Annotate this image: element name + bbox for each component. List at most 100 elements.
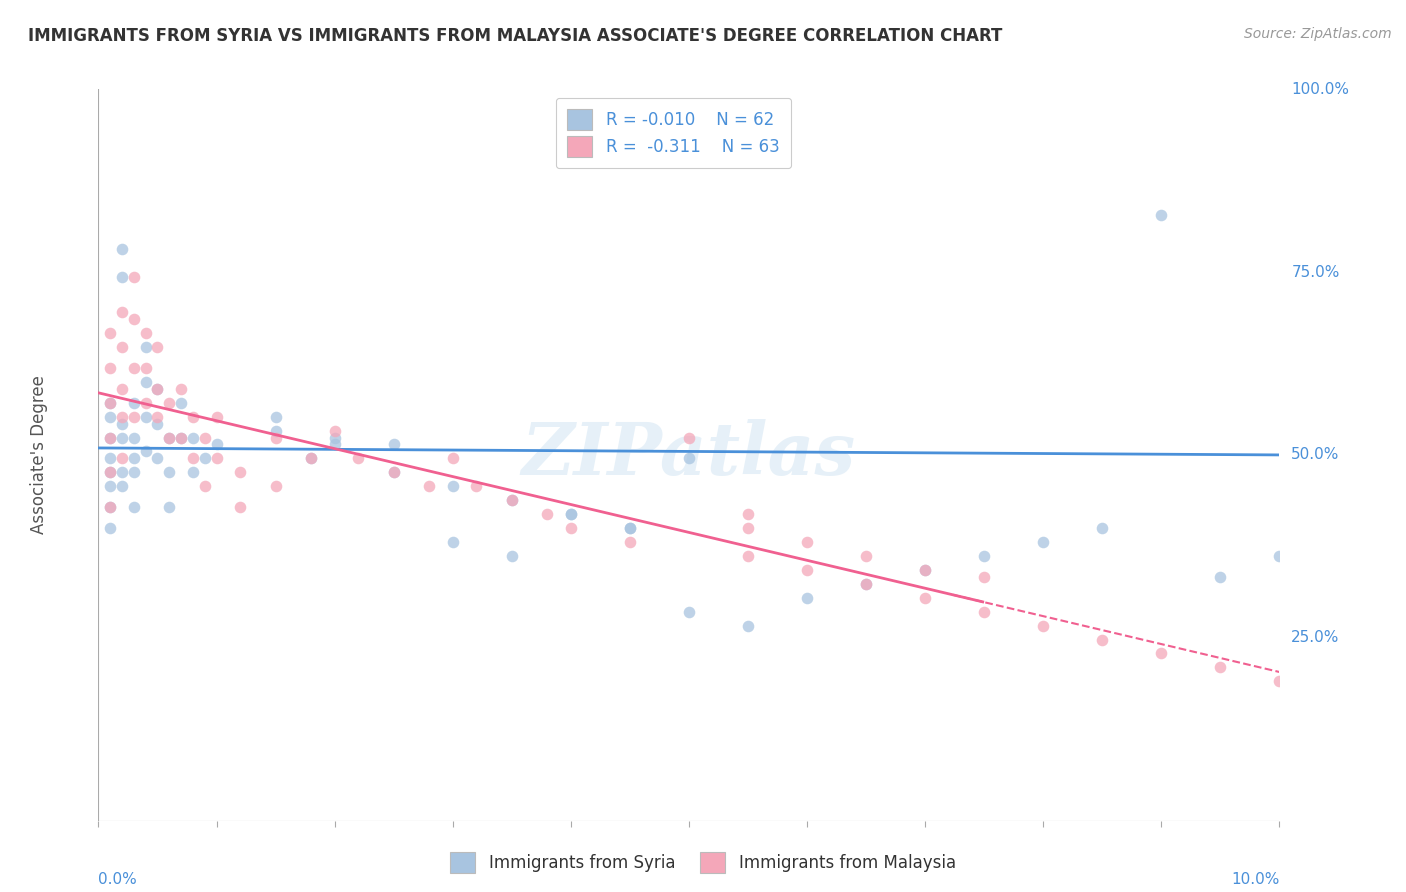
- Point: [465, 479, 488, 493]
- Point: [194, 479, 217, 493]
- Point: [98, 360, 121, 375]
- Point: [170, 430, 193, 444]
- Point: [111, 479, 134, 493]
- Point: [157, 466, 180, 480]
- Point: [973, 570, 995, 584]
- Point: [1150, 208, 1173, 222]
- Point: [1268, 674, 1291, 689]
- Point: [122, 451, 145, 466]
- Point: [796, 563, 818, 577]
- Point: [1032, 535, 1054, 549]
- Point: [181, 451, 204, 466]
- Point: [619, 521, 641, 535]
- Point: [347, 451, 370, 466]
- Point: [382, 466, 405, 480]
- Text: 25.0%: 25.0%: [1291, 631, 1340, 645]
- Point: [135, 340, 157, 354]
- Point: [678, 430, 700, 444]
- Point: [98, 466, 121, 480]
- Point: [382, 466, 405, 480]
- Point: [146, 409, 169, 424]
- Point: [323, 424, 346, 438]
- Point: [146, 382, 169, 396]
- Point: [98, 395, 121, 409]
- Point: [98, 479, 121, 493]
- Point: [181, 466, 204, 480]
- Point: [157, 395, 180, 409]
- Point: [501, 549, 523, 563]
- Point: [135, 326, 157, 340]
- Point: [194, 451, 217, 466]
- Point: [501, 493, 523, 508]
- Point: [501, 493, 523, 508]
- Point: [737, 507, 759, 521]
- Point: [111, 340, 134, 354]
- Text: ZIPatlas: ZIPatlas: [522, 419, 856, 491]
- Point: [560, 507, 582, 521]
- Point: [98, 451, 121, 466]
- Point: [299, 451, 322, 466]
- Point: [1209, 660, 1232, 674]
- Point: [122, 395, 145, 409]
- Point: [98, 500, 121, 515]
- Point: [973, 605, 995, 619]
- Point: [678, 451, 700, 466]
- Point: [737, 549, 759, 563]
- Text: IMMIGRANTS FROM SYRIA VS IMMIGRANTS FROM MALAYSIA ASSOCIATE'S DEGREE CORRELATION: IMMIGRANTS FROM SYRIA VS IMMIGRANTS FROM…: [28, 27, 1002, 45]
- Point: [157, 430, 180, 444]
- Point: [382, 437, 405, 451]
- Point: [1209, 570, 1232, 584]
- Point: [205, 437, 228, 451]
- Point: [135, 395, 157, 409]
- Point: [135, 360, 157, 375]
- Point: [98, 430, 121, 444]
- Point: [441, 535, 464, 549]
- Point: [229, 500, 252, 515]
- Point: [122, 500, 145, 515]
- Point: [536, 507, 558, 521]
- Point: [122, 360, 145, 375]
- Point: [1091, 632, 1114, 647]
- Point: [264, 409, 287, 424]
- Point: [264, 479, 287, 493]
- Point: [111, 451, 134, 466]
- Point: [111, 382, 134, 396]
- Point: [205, 409, 228, 424]
- Point: [170, 395, 193, 409]
- Point: [737, 521, 759, 535]
- Text: 75.0%: 75.0%: [1291, 265, 1340, 279]
- Point: [146, 382, 169, 396]
- Text: Source: ZipAtlas.com: Source: ZipAtlas.com: [1244, 27, 1392, 41]
- Point: [560, 507, 582, 521]
- Point: [135, 375, 157, 389]
- Point: [157, 500, 180, 515]
- Point: [1268, 549, 1291, 563]
- Point: [855, 549, 877, 563]
- Point: [170, 382, 193, 396]
- Point: [111, 430, 134, 444]
- Point: [299, 451, 322, 466]
- Point: [98, 466, 121, 480]
- Point: [122, 430, 145, 444]
- Point: [914, 563, 936, 577]
- Point: [122, 409, 145, 424]
- Point: [560, 521, 582, 535]
- Point: [98, 395, 121, 409]
- Point: [441, 451, 464, 466]
- Point: [619, 521, 641, 535]
- Point: [194, 430, 217, 444]
- Point: [1091, 521, 1114, 535]
- Point: [98, 409, 121, 424]
- Point: [855, 576, 877, 591]
- Point: [619, 535, 641, 549]
- Point: [146, 340, 169, 354]
- Point: [98, 326, 121, 340]
- Point: [146, 451, 169, 466]
- Text: 50.0%: 50.0%: [1291, 448, 1340, 462]
- Point: [111, 305, 134, 319]
- Text: 100.0%: 100.0%: [1291, 82, 1350, 96]
- Point: [135, 444, 157, 458]
- Point: [914, 591, 936, 605]
- Point: [796, 591, 818, 605]
- Point: [914, 563, 936, 577]
